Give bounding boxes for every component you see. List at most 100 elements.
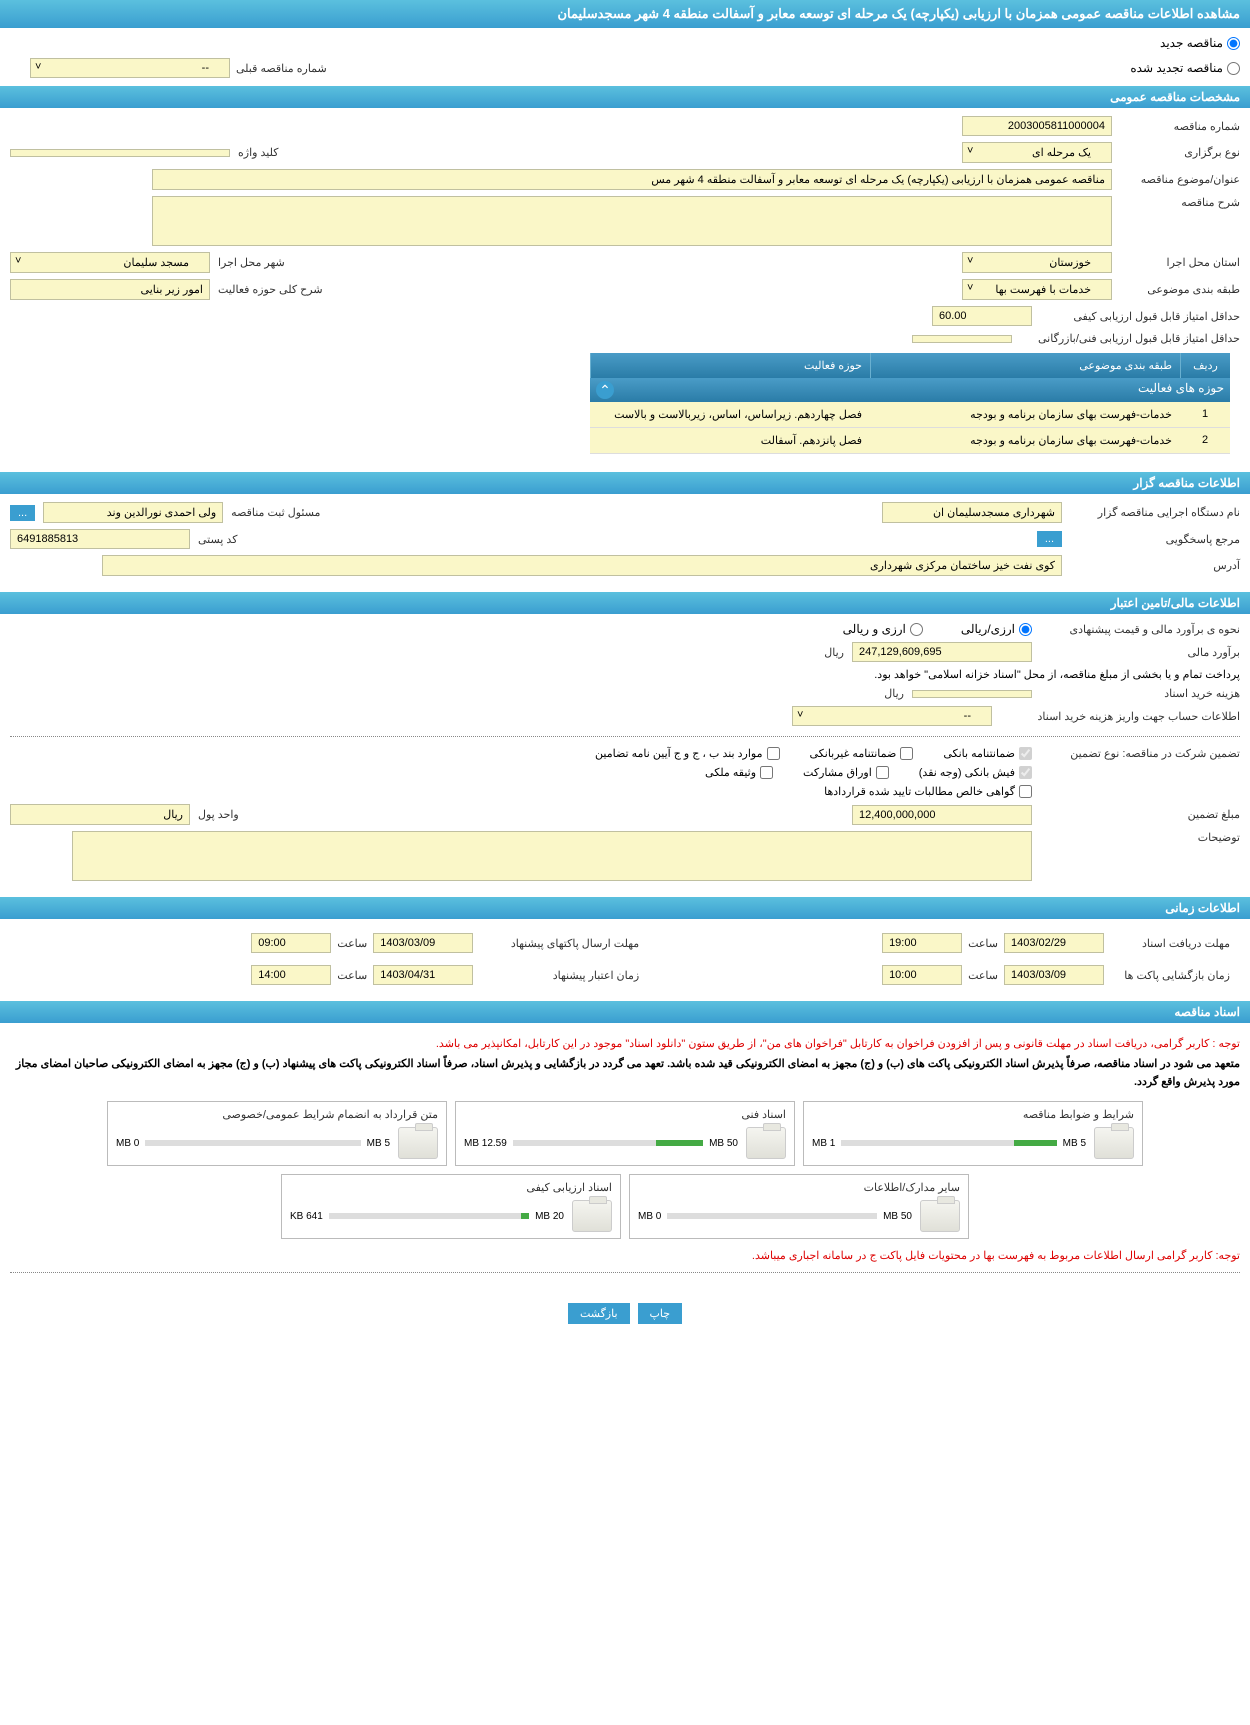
label-guarantee-type: تضمین شرکت در مناقصه: نوع تضمین: [1040, 747, 1240, 760]
label-validity: زمان اعتبار پیشنهاد: [479, 969, 639, 982]
doc-box-title: شرایط و ضوابط مناقصه: [812, 1108, 1134, 1121]
progress-bar: [667, 1213, 877, 1219]
field-guarantee-notes[interactable]: [72, 831, 1032, 881]
dropdown-city[interactable]: مسجد سلیمان: [10, 252, 210, 273]
label-keyword: کلید واژه: [238, 146, 278, 159]
chk-bylaw-items[interactable]: [767, 747, 780, 760]
button-reg-resp-more[interactable]: ...: [10, 505, 35, 521]
label-open: زمان بازگشایی پاکت ها: [1110, 969, 1230, 982]
progress-bar: [329, 1213, 529, 1219]
label-estimate-currency: ریال: [824, 646, 844, 659]
label-participation-bonds: اوراق مشارکت: [803, 766, 872, 779]
label-receive-time: ساعت: [968, 937, 998, 950]
label-nonbank-guarantee: ضمانتنامه غیربانکی: [810, 747, 897, 760]
label-estimate: برآورد مالی: [1040, 646, 1240, 659]
doc-box[interactable]: متن قرارداد به انضمام شرایط عمومی/خصوصی …: [107, 1101, 447, 1166]
field-desc[interactable]: [152, 196, 1112, 246]
dropdown-category[interactable]: خدمات با فهرست بها: [962, 279, 1112, 300]
label-net-claims: گواهی خالص مطالبات تایید شده قراردادها: [824, 785, 1015, 798]
field-min-tech-score[interactable]: [912, 335, 1012, 343]
doc-total: 50 MB: [709, 1138, 738, 1149]
cell-num-1: 1: [1180, 402, 1230, 427]
field-validity-date: 1403/04/31: [373, 965, 473, 985]
folder-icon: [920, 1200, 960, 1232]
label-send-deadline: مهلت ارسال پاکتهای پیشنهاد: [479, 937, 639, 950]
dropdown-prev-tender-num[interactable]: --: [30, 58, 230, 78]
folder-icon: [1094, 1127, 1134, 1159]
progress-bar: [513, 1140, 703, 1146]
label-guarantee-unit: واحد پول: [198, 808, 239, 821]
doc-used: 641 KB: [290, 1211, 323, 1222]
radio-renewed-tender[interactable]: [1227, 62, 1240, 75]
label-deposit-account: اطلاعات حساب جهت واریز هزینه خرید اسناد: [1000, 710, 1240, 723]
col-header-num: ردیف: [1180, 353, 1230, 378]
radio-arzi-riali[interactable]: [1019, 623, 1032, 636]
col-header-act: حوزه فعالیت: [804, 359, 862, 372]
print-button[interactable]: چاپ: [638, 1303, 683, 1324]
collapse-icon[interactable]: ⌃: [596, 381, 614, 399]
field-reg-resp: ولی احمدی نورالدین وند: [43, 502, 223, 523]
dropdown-deposit-account[interactable]: --: [792, 706, 992, 726]
progress-bar: [145, 1140, 360, 1146]
chk-property-deed[interactable]: [760, 766, 773, 779]
doc-box[interactable]: سایر مدارک/اطلاعات 50 MB 0 MB: [629, 1174, 969, 1239]
section-general: مشخصات مناقصه عمومی: [0, 86, 1250, 108]
label-desc: شرح مناقصه: [1120, 196, 1240, 209]
field-receive-deadline-time: 19:00: [882, 933, 962, 953]
doc-total: 20 MB: [535, 1211, 564, 1222]
doc-box[interactable]: اسناد فنی 50 MB 12.59 MB: [455, 1101, 795, 1166]
doc-box-title: اسناد ارزیابی کیفی: [290, 1181, 612, 1194]
field-receive-deadline-date: 1403/02/29: [1004, 933, 1104, 953]
field-address: کوی نفت خیز ساختمان مرکزی شهرداری: [102, 555, 1062, 576]
folder-icon: [398, 1127, 438, 1159]
field-tender-num: 2003005811000004: [962, 116, 1112, 136]
label-reg-resp: مسئول ثبت مناقصه: [231, 506, 320, 519]
field-guarantee-amount: 12,400,000,000: [852, 805, 1032, 825]
field-title[interactable]: مناقصه عمومی همزمان با ارزیابی (یکپارچه)…: [152, 169, 1112, 190]
field-doc-cost[interactable]: [912, 690, 1032, 698]
label-bylaw-items: موارد بند ب ، ج و ج آیین نامه تضامین: [595, 747, 762, 760]
label-activity-scope: شرح کلی حوزه فعالیت: [218, 283, 323, 296]
field-validity-time: 14:00: [251, 965, 331, 985]
activities-header-title: حوزه های فعالیت: [1138, 381, 1224, 399]
field-send-deadline-time: 09:00: [251, 933, 331, 953]
progress-bar: [841, 1140, 1056, 1146]
dropdown-province[interactable]: خوزستان: [962, 252, 1112, 273]
back-button[interactable]: بازگشت: [568, 1303, 630, 1324]
cell-num-2: 2: [1180, 428, 1230, 453]
cell-act-1: فصل چهاردهم. زیراساس، اساس، زیربالاست و …: [590, 402, 870, 427]
field-keyword[interactable]: [10, 149, 230, 157]
radio-new-tender[interactable]: [1227, 37, 1240, 50]
field-min-qual-score[interactable]: 60.00: [932, 306, 1032, 326]
chk-participation-bonds[interactable]: [876, 766, 889, 779]
radio-arzi-va-riali[interactable]: [910, 623, 923, 636]
chk-net-claims[interactable]: [1019, 785, 1032, 798]
doc-box-title: متن قرارداد به انضمام شرایط عمومی/خصوصی: [116, 1108, 438, 1121]
doc-box-title: سایر مدارک/اطلاعات: [638, 1181, 960, 1194]
section-docs: اسناد مناقصه: [0, 1001, 1250, 1023]
dropdown-holding-type[interactable]: یک مرحله ای: [962, 142, 1112, 163]
section-financial: اطلاعات مالی/تامین اعتبار: [0, 592, 1250, 614]
label-doc-cost-currency: ریال: [884, 687, 904, 700]
label-estimate-method: نحوه ی برآورد مالی و قیمت پیشنهادی: [1040, 623, 1240, 636]
page-title: مشاهده اطلاعات مناقصه عمومی همزمان با ار…: [0, 0, 1250, 28]
label-title: عنوان/موضوع مناقصه: [1120, 173, 1240, 186]
table-row: 2 خدمات-فهرست بهای سازمان برنامه و بودجه…: [590, 428, 1230, 454]
button-resp-ref[interactable]: ...: [1037, 531, 1062, 547]
table-row: 1 خدمات-فهرست بهای سازمان برنامه و بودجه…: [590, 402, 1230, 428]
field-guarantee-unit: ریال: [10, 804, 190, 825]
chk-bank-receipt[interactable]: [1019, 766, 1032, 779]
chk-nonbank-guarantee[interactable]: [900, 747, 913, 760]
doc-box-title: اسناد فنی: [464, 1108, 786, 1121]
doc-box[interactable]: اسناد ارزیابی کیفی 20 MB 641 KB: [281, 1174, 621, 1239]
cell-cat-2: خدمات-فهرست بهای سازمان برنامه و بودجه: [870, 428, 1180, 453]
docs-note-2: متعهد می شود در اسناد مناقصه، صرفاً پذیر…: [10, 1056, 1240, 1091]
doc-box[interactable]: شرایط و ضوابط مناقصه 5 MB 1 MB: [803, 1101, 1143, 1166]
label-bank-receipt: فیش بانکی (وجه نقد): [919, 766, 1015, 779]
label-resp-ref: مرجع پاسخگویی: [1070, 533, 1240, 546]
label-address: آدرس: [1070, 559, 1240, 572]
chk-bank-guarantee[interactable]: [1019, 747, 1032, 760]
section-owner: اطلاعات مناقصه گزار: [0, 472, 1250, 494]
label-arzi-riali: ارزی/ریالی: [961, 622, 1015, 636]
folder-icon: [572, 1200, 612, 1232]
